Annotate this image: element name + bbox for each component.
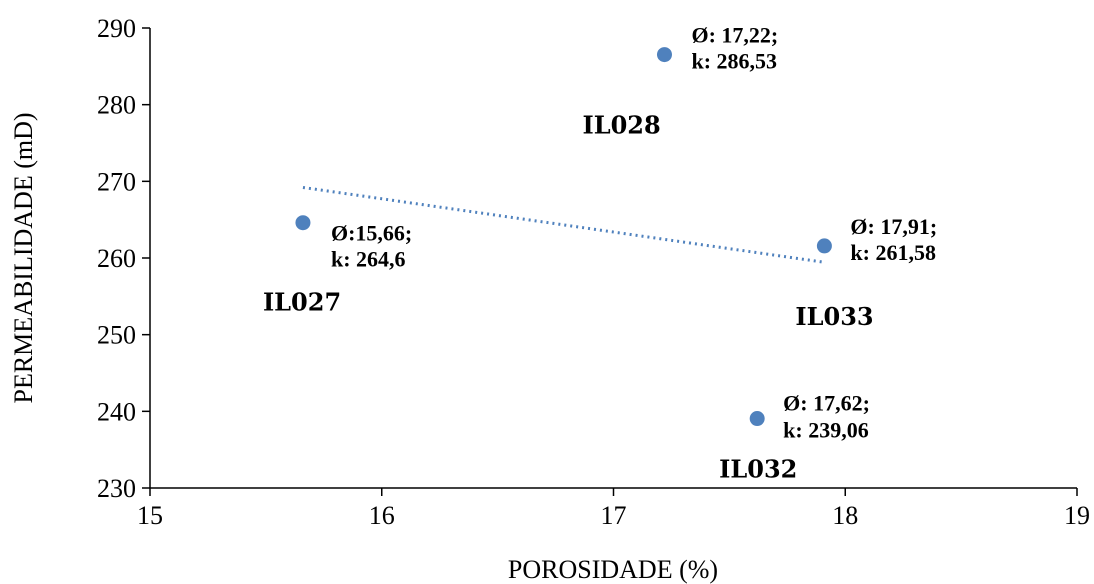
x-tick-label: 17 — [601, 501, 627, 530]
sample-label: IL033 — [795, 302, 873, 331]
data-label-porosity: Ø: 17,22; — [691, 23, 778, 48]
axes — [149, 28, 1077, 489]
x-tick-label: 16 — [369, 501, 395, 530]
trendline — [302, 185, 825, 264]
y-axis-title: PERMEABILIDADE (mD) — [9, 112, 38, 403]
data-label-porosity: Ø: 17,62; — [783, 391, 870, 416]
data-label-permeability: k: 286,53 — [691, 49, 777, 74]
x-tick-label: 15 — [137, 501, 163, 530]
data-label-permeability: k: 261,58 — [850, 240, 936, 265]
data-label-porosity: Ø: 17,91; — [850, 214, 937, 239]
x-tick-label: 19 — [1064, 501, 1090, 530]
y-tick-label: 280 — [97, 91, 136, 120]
x-tick-label: 18 — [832, 501, 858, 530]
sample-label: IL032 — [719, 455, 797, 484]
x-axis-title: POROSIDADE (%) — [508, 555, 718, 584]
y-tick-label: 240 — [97, 397, 136, 426]
sample-label: IL027 — [263, 288, 341, 317]
ticks: 15 16 17 18 19 230 240 250 260 270 280 290 — [97, 14, 1090, 530]
data-label-permeability: k: 239,06 — [783, 418, 869, 443]
data-point — [295, 215, 311, 231]
sample-label: IL028 — [582, 111, 660, 140]
data-label-porosity: Ø:15,66; — [331, 221, 412, 246]
y-tick-label: 260 — [97, 244, 136, 273]
data-point — [749, 411, 765, 427]
data-points: Ø:15,66;k: 264,6 IL027 Ø: 17,22;k: 286,53 I… — [263, 23, 937, 484]
data-label-permeability: k: 264,6 — [331, 247, 406, 272]
y-tick-label: 290 — [97, 14, 136, 43]
data-point — [816, 238, 832, 254]
data-point — [656, 47, 672, 63]
y-tick-label: 230 — [97, 474, 136, 503]
y-tick-label: 270 — [97, 167, 136, 196]
y-tick-label: 250 — [97, 321, 136, 350]
